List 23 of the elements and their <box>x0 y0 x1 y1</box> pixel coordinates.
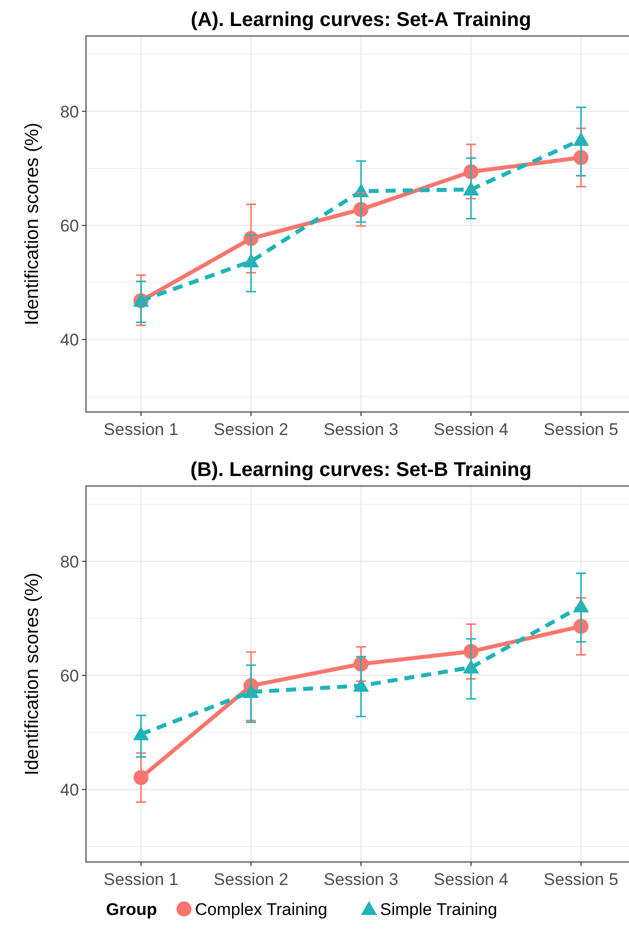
x-tick-label: Session 1 <box>104 420 178 439</box>
x-tick-label: Session 4 <box>434 870 508 889</box>
x-tick-label: Session 2 <box>214 420 288 439</box>
y-tick-label: 60 <box>60 666 79 686</box>
y-tick-label: 40 <box>60 780 79 800</box>
x-tick-label: Session 4 <box>434 420 508 439</box>
y-tick-label: 60 <box>60 216 79 236</box>
x-tick-label: Session 5 <box>544 870 618 889</box>
chart-title: (B). Learning curves: Set-B Training <box>190 459 532 481</box>
legend-title: Group <box>106 900 157 919</box>
x-tick-label: Session 3 <box>324 420 398 439</box>
x-tick-label: Session 5 <box>544 420 618 439</box>
y-tick-label: 80 <box>60 102 79 122</box>
y-axis-title: Identification scores (%) <box>22 122 43 326</box>
chart-title: (A). Learning curves: Set-A Training <box>190 9 532 31</box>
y-tick-label: 40 <box>60 330 79 350</box>
x-tick-label: Session 2 <box>214 870 288 889</box>
legend-label: Complex Training <box>195 900 328 919</box>
y-axis-title: Identification scores (%) <box>22 572 43 776</box>
legend-label: Simple Training <box>380 900 498 919</box>
x-tick-label: Session 3 <box>324 870 398 889</box>
y-tick-label: 80 <box>60 552 79 572</box>
x-tick-label: Session 1 <box>104 870 178 889</box>
